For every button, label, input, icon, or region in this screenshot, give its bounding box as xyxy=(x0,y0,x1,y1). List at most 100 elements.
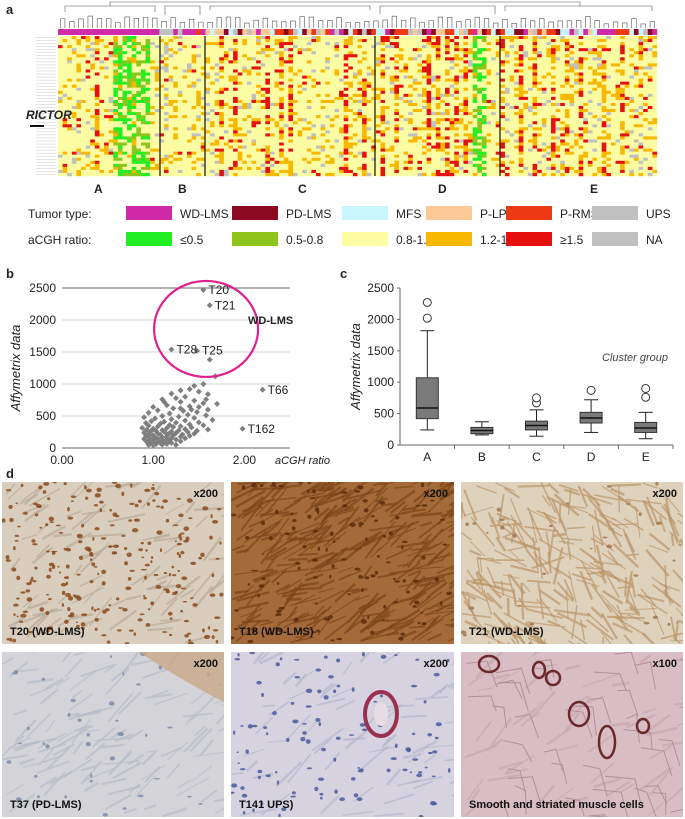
scatter-point xyxy=(168,439,175,446)
scatter-point-labeled xyxy=(259,386,266,393)
micrograph-1: x200 T20 (WD-LMS) xyxy=(2,482,224,644)
tissue-texture xyxy=(464,652,683,817)
scatter-point xyxy=(159,413,166,419)
micrograph-6: x100 Smooth and striated muscle cells xyxy=(461,652,683,817)
magnification-label: x200 xyxy=(193,658,218,670)
cluster-label-b: B xyxy=(178,182,187,196)
micrograph-image-3 xyxy=(461,482,683,644)
scatter-point xyxy=(173,436,179,443)
scatter-point xyxy=(204,406,211,413)
scatter-point xyxy=(163,440,170,447)
scatter-point xyxy=(203,412,210,419)
swatch-mfs xyxy=(342,206,388,220)
panel-letter-c: c xyxy=(340,266,348,281)
scatter-point xyxy=(168,435,175,442)
scatter-points xyxy=(139,286,266,449)
swatch-wd-lms xyxy=(126,206,172,220)
micrograph-caption: T37 (PD-LMS) xyxy=(10,799,82,811)
cluster-label-c: C xyxy=(298,182,307,196)
scatter-point xyxy=(195,404,202,411)
scatter-point xyxy=(182,435,189,442)
micrograph-caption: T18 (WD-LMS) xyxy=(239,626,314,638)
scatter-point xyxy=(166,410,173,417)
scatter-point xyxy=(139,424,146,431)
scatter-point xyxy=(188,406,195,413)
micrograph-caption: T141 UPS) xyxy=(239,799,294,811)
scatter-point xyxy=(161,418,168,425)
point-label: T21 xyxy=(215,298,236,312)
scatter-point xyxy=(145,441,152,448)
scatter-point xyxy=(154,407,161,414)
tissue-texture xyxy=(2,652,224,817)
box-B xyxy=(470,421,494,436)
muscle-vessel xyxy=(635,717,651,735)
swatch-acgh-2 xyxy=(232,232,278,246)
scatter-point xyxy=(168,390,175,397)
x-tick-label: D xyxy=(587,450,596,464)
scatter-point xyxy=(203,396,210,403)
panel-letter-d: d xyxy=(6,466,14,481)
tissue-texture xyxy=(231,482,454,644)
swatch-acgh-6 xyxy=(592,232,638,246)
annotation: Cluster group xyxy=(602,352,668,364)
scatter-point xyxy=(177,398,184,405)
scatter-point-labeled xyxy=(193,347,200,354)
magnification-label: x200 xyxy=(193,488,218,500)
y-tick-label: 1000 xyxy=(29,377,56,391)
outlier xyxy=(422,297,432,307)
y-tick-label: 1500 xyxy=(367,344,394,358)
scatter-point xyxy=(150,442,157,449)
micrograph-caption: T20 (WD-LMS) xyxy=(10,626,85,638)
point-label: T66 xyxy=(268,383,289,397)
scatter-point xyxy=(195,419,202,426)
micrograph-image-5 xyxy=(231,652,454,817)
swatch-ups xyxy=(592,206,638,220)
swatch-acgh-1 xyxy=(126,232,172,246)
point-label: T28 xyxy=(176,342,197,356)
scatter-point xyxy=(148,418,155,425)
scatter-point xyxy=(200,422,207,429)
gene-marker xyxy=(30,125,44,127)
scatter-point xyxy=(141,429,148,436)
micrograph-4: x200 T37 (PD-LMS) xyxy=(2,652,224,817)
scatter-point xyxy=(204,426,211,433)
point-label: T162 xyxy=(248,422,276,436)
scatter-point xyxy=(206,356,213,363)
magnification-label: x100 xyxy=(652,658,677,670)
outlier xyxy=(532,393,541,403)
legend-acgh-label: aCGH ratio: xyxy=(28,233,92,247)
scatter-point xyxy=(147,440,154,447)
box-A xyxy=(415,297,439,431)
scatter-point xyxy=(188,424,195,431)
swatch-acgh-5 xyxy=(506,232,552,246)
scatter-point xyxy=(177,405,184,412)
box-C xyxy=(525,393,548,437)
y-tick-label: 500 xyxy=(36,409,56,423)
y-axis-label: Affymetrix data xyxy=(348,323,363,411)
scatter-point xyxy=(170,423,177,430)
scatter-point xyxy=(177,438,184,445)
scatter-point xyxy=(186,386,193,393)
scatter-chart: 0 500 1000 1500 2000 2500 0.00 1.00 2.00 Affymetr… xyxy=(8,279,330,465)
scatter-point xyxy=(173,395,179,402)
cluster-label-d: D xyxy=(438,182,447,196)
scatter-point xyxy=(184,411,191,418)
scatter-point xyxy=(170,405,177,412)
scatter-point xyxy=(154,423,161,430)
micrograph-2: x200 T18 (WD-LMS) xyxy=(231,482,454,644)
scatter-point xyxy=(170,432,177,439)
scatter-point-labeled xyxy=(206,302,213,309)
scatter-point xyxy=(177,433,184,440)
panel-letter-b: b xyxy=(6,266,14,281)
scatter-point xyxy=(191,414,198,421)
swatch-acgh-4 xyxy=(426,232,472,246)
point-label: T25 xyxy=(202,344,223,358)
tissue-texture xyxy=(461,482,683,644)
y-tick-label: 500 xyxy=(374,407,394,421)
y-tick-label: 1000 xyxy=(367,375,394,389)
scatter-point xyxy=(204,391,211,398)
micrograph-5: x200 T141 UPS) xyxy=(231,652,454,817)
legend-mfs: MFS xyxy=(396,207,422,221)
box xyxy=(415,377,439,420)
outlier xyxy=(422,313,432,323)
